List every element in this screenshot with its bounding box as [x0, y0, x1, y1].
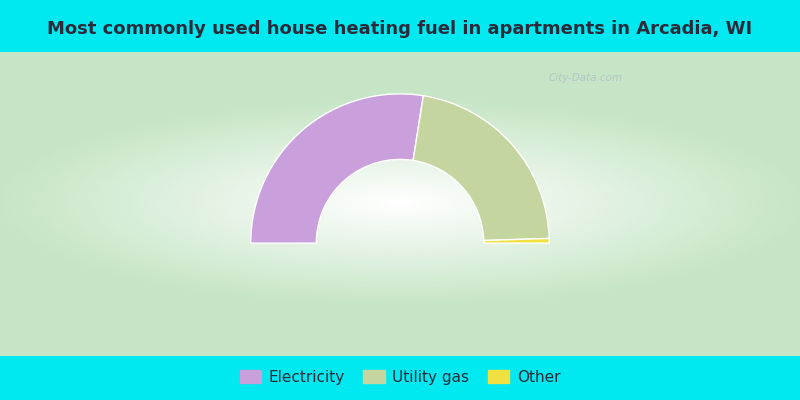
Wedge shape [413, 96, 549, 240]
Text: City-Data.com: City-Data.com [548, 73, 622, 83]
Wedge shape [484, 238, 550, 243]
Text: Most commonly used house heating fuel in apartments in Arcadia, WI: Most commonly used house heating fuel in… [47, 20, 753, 38]
Wedge shape [250, 94, 423, 243]
Legend: Electricity, Utility gas, Other: Electricity, Utility gas, Other [234, 364, 566, 391]
